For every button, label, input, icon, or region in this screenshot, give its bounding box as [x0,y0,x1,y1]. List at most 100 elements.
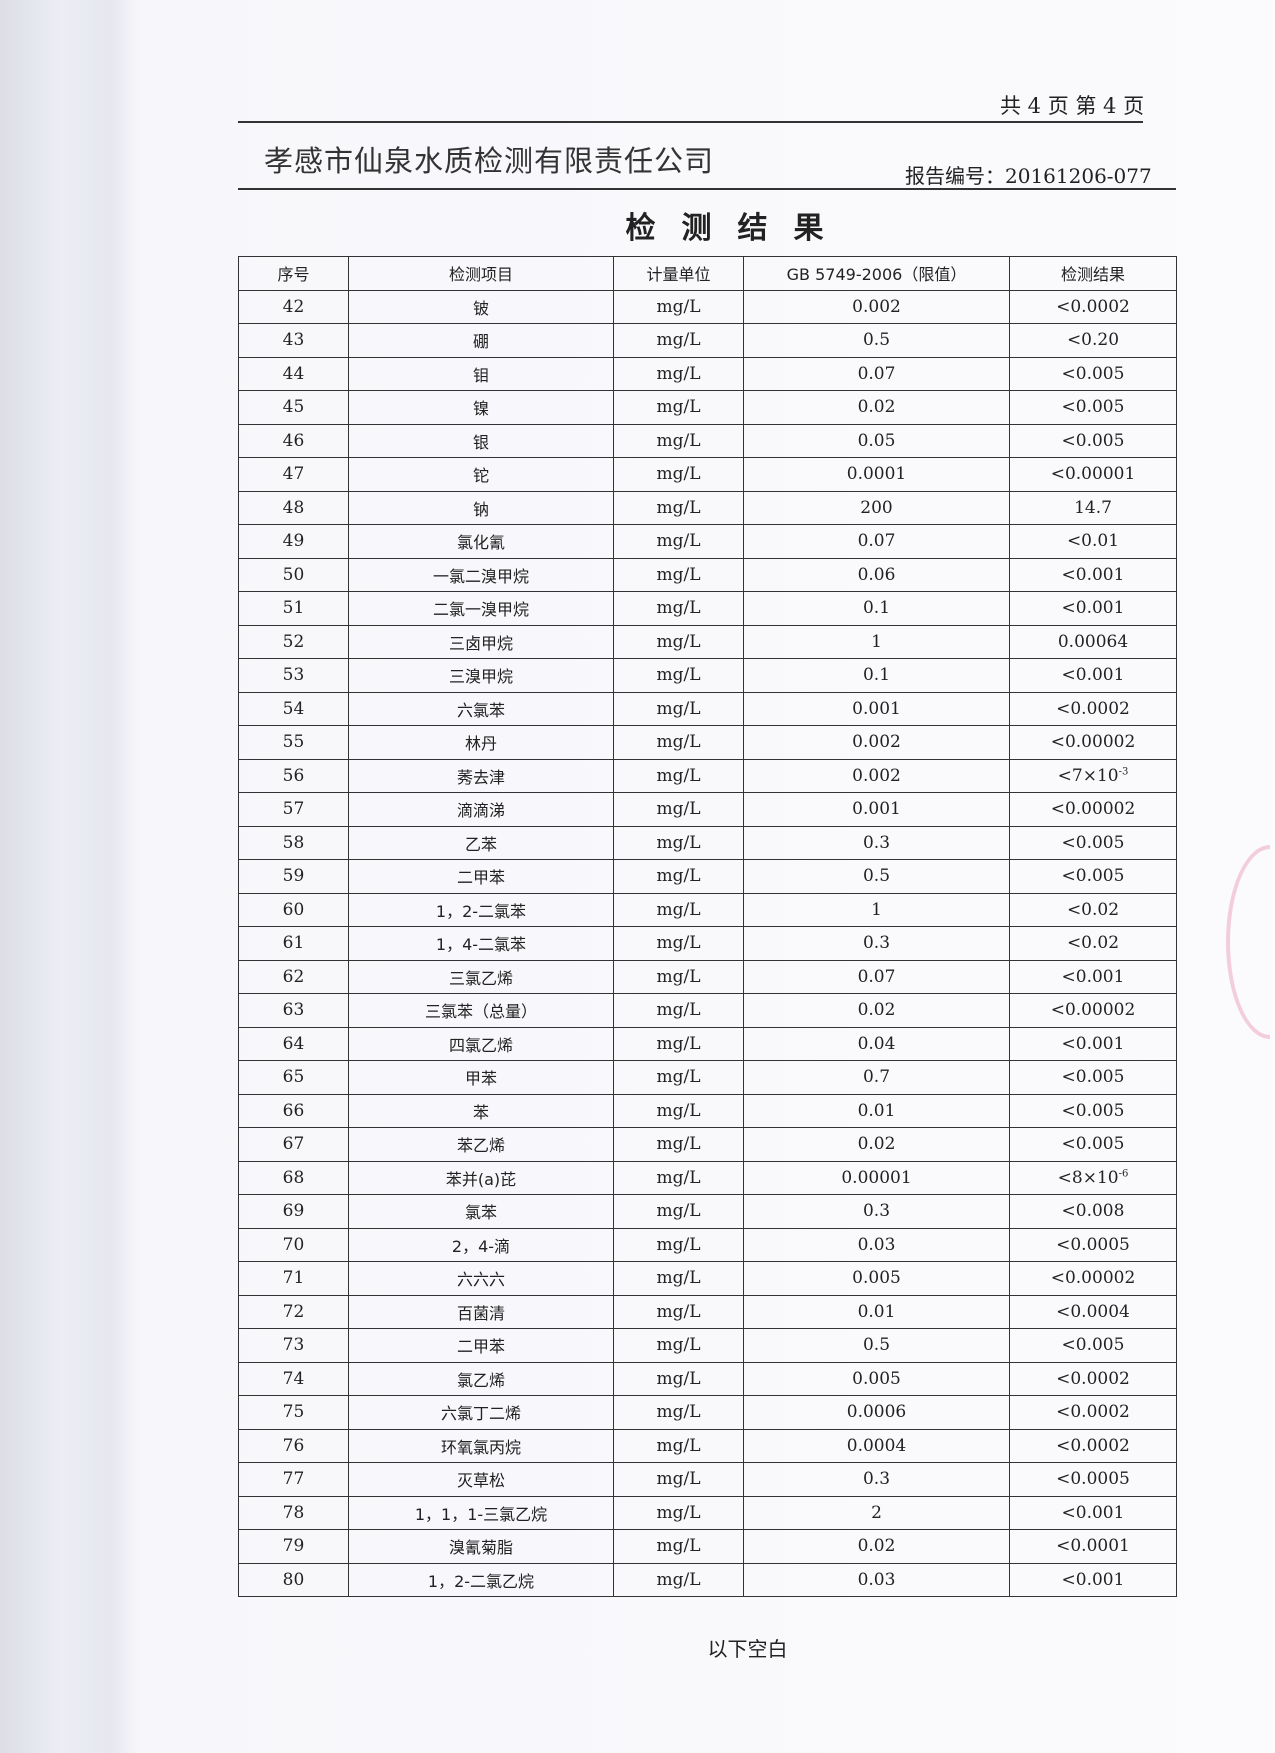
limit-value-text: 0.00001 [841,1167,912,1188]
unit-text: mg/L [656,1569,701,1590]
unit: mg/L [613,524,744,559]
unit-text: mg/L [656,1234,701,1255]
test-result: <0.005 [1009,1060,1177,1095]
unit: mg/L [613,892,744,927]
exponent: -3 [1118,766,1129,778]
test-result-text: <0.005 [1061,397,1125,418]
test-item: 氯苯 [348,1194,614,1229]
unit-text: mg/L [656,1335,701,1356]
limit-value-text: 0.3 [862,1201,891,1222]
row-number: 61 [238,926,349,961]
test-result: <0.0005 [1009,1462,1177,1497]
test-result: <0.0005 [1009,1227,1177,1262]
row-number-text: 43 [282,330,305,351]
test-item: 硼 [348,323,614,358]
test-result-text: <0.00001 [1050,464,1136,485]
test-result: <0.00002 [1009,993,1177,1028]
row-number: 47 [238,457,349,492]
limit-value-text: 0.0006 [846,1402,907,1423]
row-number: 45 [238,390,349,425]
table-row: 53 三溴甲烷 mg/L 0.1 <0.001 [238,658,1177,693]
test-item-text: 氯乙烯 [456,1370,505,1390]
limit-value: 0.07 [743,524,1010,559]
test-item-text: 百菌清 [456,1303,505,1323]
test-item-text: 溴氰菊脂 [448,1538,513,1558]
row-number-text: 64 [282,1033,305,1054]
test-result: <0.00002 [1009,1261,1177,1296]
page-indicator: 共 4 页 第 4 页 [1000,94,1145,118]
test-result-text: <7×10 [1057,765,1119,786]
row-number-text: 71 [282,1268,305,1289]
test-result-text: <0.01 [1066,531,1120,552]
test-result: <0.02 [1009,892,1177,927]
table-row: 55 林丹 mg/L 0.002 <0.00002 [238,725,1177,760]
test-result-text: <0.001 [1061,1502,1125,1523]
column-header: GB 5749-2006（限值） [743,256,1010,291]
limit-value-text: 0.002 [852,296,901,317]
unit-text: mg/L [656,1502,701,1523]
test-item: 溴氰菊脂 [348,1529,614,1564]
unit-text: mg/L [656,698,701,719]
row-number: 68 [238,1160,349,1195]
test-result-text: <0.00002 [1050,799,1136,820]
row-number: 62 [238,959,349,994]
test-item-text: 钠 [472,499,489,519]
limit-value-text: 0.07 [857,966,896,987]
test-result-text: <0.005 [1061,363,1125,384]
unit-text: mg/L [656,296,701,317]
test-item: 苯 [348,1093,614,1128]
row-number-text: 76 [282,1435,305,1456]
column-header: 计量单位 [613,256,744,291]
limit-value-text: 0.02 [857,1134,896,1155]
test-result: 14.7 [1009,490,1177,525]
test-item-text: 环氧氯丙烷 [440,1437,521,1457]
limit-value-text: 0.0001 [846,464,907,485]
unit-text: mg/L [656,430,701,451]
unit: mg/L [613,1495,744,1530]
test-item: 1，4-二氯苯 [348,926,614,961]
limit-value-text: 0.06 [857,564,896,585]
test-item: 苯并(a)芘 [348,1160,614,1195]
limit-value: 0.0004 [743,1428,1010,1463]
table-row: 80 1，2-二氯乙烷 mg/L 0.03 <0.001 [238,1562,1177,1597]
report-number: 报告编号：20161206-077 [905,164,1152,188]
unit: mg/L [613,1428,744,1463]
row-number-text: 53 [282,665,305,686]
test-item: 钼 [348,356,614,391]
unit: mg/L [613,1160,744,1195]
limit-value-text: 0.5 [862,866,891,887]
test-result-text: 0.00064 [1057,631,1129,652]
test-result: <0.005 [1009,390,1177,425]
row-number: 59 [238,859,349,894]
test-item: 六氯苯 [348,691,614,726]
test-result: <8×10-6 [1009,1160,1177,1195]
unit: mg/L [613,1395,744,1430]
test-item: 乙苯 [348,825,614,860]
test-result: <0.01 [1009,524,1177,559]
row-number-text: 54 [282,698,305,719]
unit: mg/L [613,959,744,994]
test-result: <0.001 [1009,591,1177,626]
unit-text: mg/L [656,899,701,920]
unit-text: mg/L [656,330,701,351]
test-item-text: 六氯苯 [456,700,505,720]
test-item: 滴滴涕 [348,792,614,827]
test-item-text: 四氯乙烯 [448,1035,513,1055]
table-row: 71 六六六 mg/L 0.005 <0.00002 [238,1261,1177,1296]
unit: mg/L [613,591,744,626]
row-number: 65 [238,1060,349,1095]
results-table: 序号 检测项目 计量单位 GB 5749-2006（限值） 检测结果 42 铍 mg… [238,256,1177,1597]
table-row: 68 苯并(a)芘 mg/L 0.00001 <8×10-6 [238,1160,1177,1195]
test-item-text: 苯 [472,1102,489,1122]
limit-value-text: 0.002 [852,765,901,786]
unit-text: mg/L [656,832,701,853]
test-item-text: 六氯丁二烯 [440,1404,521,1424]
test-item: 银 [348,423,614,458]
row-number: 64 [238,1026,349,1061]
limit-value: 0.001 [743,792,1010,827]
unit: mg/L [613,1328,744,1363]
test-item-text: 苯并(a)芘 [445,1169,517,1189]
test-result: <0.0001 [1009,1529,1177,1564]
test-item: 环氧氯丙烷 [348,1428,614,1463]
table-row: 66 苯 mg/L 0.01 <0.005 [238,1093,1177,1128]
